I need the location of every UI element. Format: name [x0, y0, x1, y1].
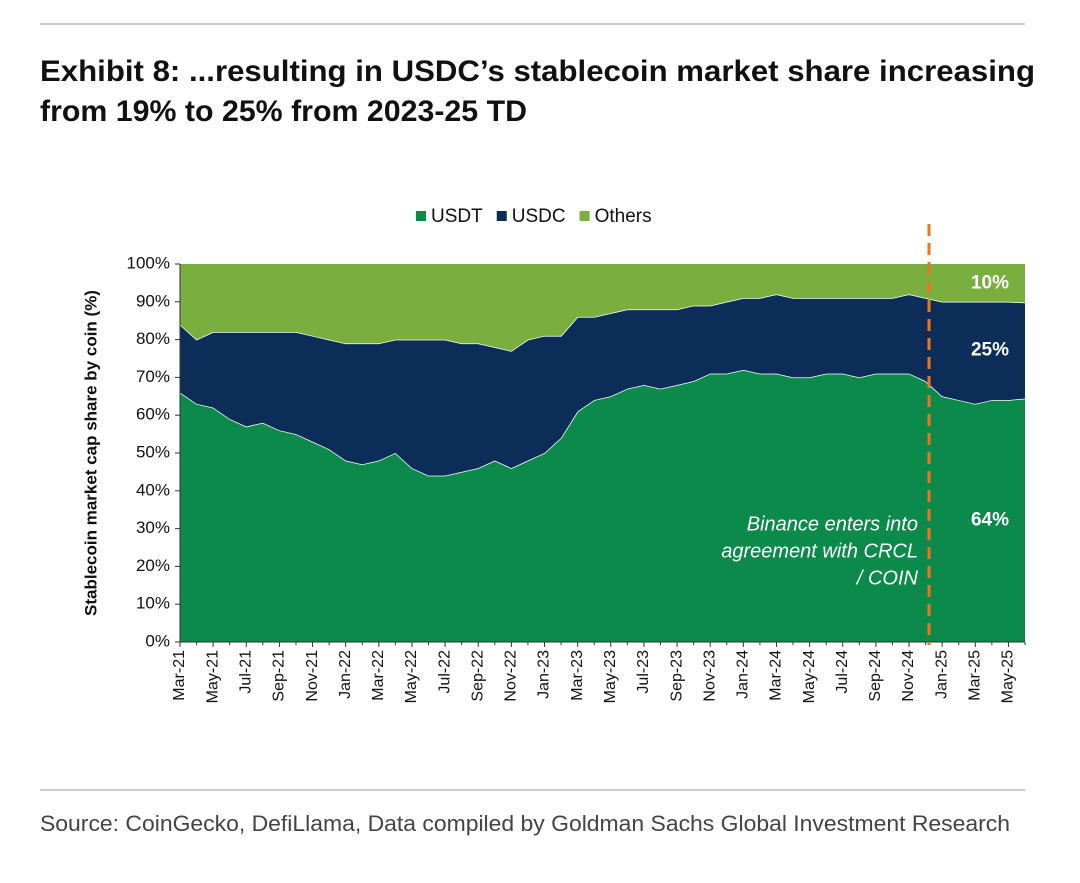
y-axis-label: Stablecoin market cap share by coin (%): [81, 290, 100, 616]
y-tick-label: 20%: [136, 556, 170, 575]
x-tick-label: Nov-21: [304, 650, 321, 702]
chart-title: Exhibit 8: ...resulting in USDC’s stable…: [40, 55, 1035, 88]
x-tick-label: Mar-25: [967, 650, 984, 701]
y-tick-label: 80%: [136, 329, 170, 348]
legend-label: USDC: [512, 206, 566, 227]
x-tick-label: May-25: [1000, 650, 1017, 703]
area: [180, 369, 1025, 642]
annotation: Binance enters into: [747, 513, 918, 535]
source: Source: CoinGecko, DefiLlama, Data compi…: [40, 811, 1010, 836]
x-tick-label: Jan-23: [536, 650, 553, 699]
x-tick-label: Mar-22: [370, 650, 387, 701]
x-tick-label: Sep-21: [271, 650, 288, 702]
legend-swatch: [416, 211, 426, 221]
annotation: / COIN: [855, 567, 919, 589]
x-tick-label: Nov-24: [900, 650, 917, 702]
y-tick-label: 0%: [145, 631, 170, 650]
y-tick-label: 40%: [136, 480, 170, 499]
y-tick-label: 90%: [136, 291, 170, 310]
legend-swatch: [496, 211, 507, 221]
y-tick-label: 10%: [136, 594, 170, 613]
x-tick-label: Jan-25: [933, 650, 950, 699]
legend-swatch: [579, 211, 590, 221]
x-tick-label: Sep-24: [867, 650, 884, 702]
x-tick-label: Nov-22: [503, 650, 520, 702]
y-tick-label: 70%: [136, 367, 170, 386]
x-tick-label: Sep-23: [668, 650, 685, 702]
x-tick-label: Jan-22: [337, 650, 354, 699]
x-tick-label: Mar-24: [768, 650, 785, 701]
area: [180, 264, 1025, 351]
legend-label: Others: [595, 206, 652, 227]
x-tick-label: Jul-22: [436, 650, 453, 694]
x-tick-label: May-23: [602, 650, 619, 703]
x-tick-label: Jul-24: [834, 650, 851, 694]
y-tick-label: 30%: [136, 518, 170, 537]
annotation: agreement with CRCL: [721, 540, 918, 562]
x-tick-label: Jan-24: [735, 650, 752, 699]
y-tick-label: 50%: [136, 442, 170, 461]
area: [180, 294, 1025, 476]
chart-title: from 19% to 25% from 2023-25 TD: [40, 95, 527, 128]
x-tick-label: Jul-21: [237, 650, 254, 694]
x-tick-label: May-22: [403, 650, 420, 703]
x-tick-label: Mar-23: [569, 650, 586, 701]
end-label: 10%: [971, 272, 1009, 293]
x-tick-label: Mar-21: [171, 650, 188, 701]
y-tick-label: 100%: [127, 253, 170, 272]
x-tick-label: May-24: [801, 650, 818, 703]
x-tick-label: May-21: [204, 650, 221, 703]
legend-label: USDT: [431, 206, 483, 227]
x-tick-label: Jul-23: [635, 650, 652, 694]
y-tick-label: 60%: [136, 405, 170, 424]
end-label: 64%: [971, 509, 1009, 530]
x-tick-label: Nov-23: [701, 650, 718, 702]
end-label: 25%: [971, 340, 1009, 361]
x-tick-label: Sep-22: [469, 650, 486, 702]
